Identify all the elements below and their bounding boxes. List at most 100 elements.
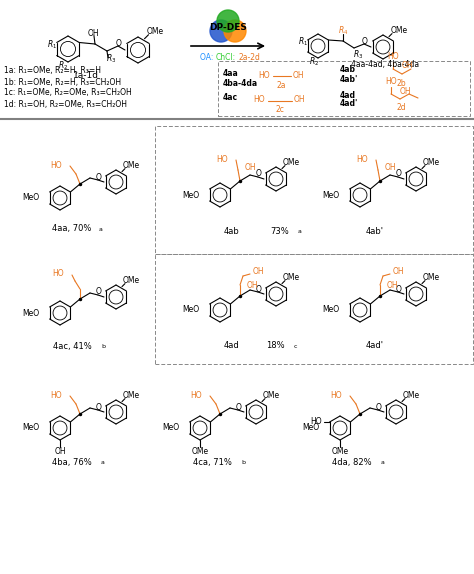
Text: MeO: MeO <box>322 305 339 315</box>
Text: O: O <box>396 285 402 293</box>
Text: a: a <box>298 229 302 234</box>
Circle shape <box>210 20 232 42</box>
Text: O: O <box>376 402 382 412</box>
Text: OH: OH <box>387 281 399 289</box>
Text: OH: OH <box>247 281 259 289</box>
Text: $R_1$: $R_1$ <box>298 36 308 48</box>
Text: OMe: OMe <box>283 273 300 282</box>
Text: OA:: OA: <box>200 53 216 63</box>
Text: $R_3$: $R_3$ <box>106 53 116 65</box>
Text: HO: HO <box>387 52 399 61</box>
Text: 73%: 73% <box>271 227 289 235</box>
Text: HO: HO <box>385 77 397 86</box>
Text: 2a: 2a <box>276 80 286 90</box>
Text: OMe: OMe <box>263 391 280 400</box>
Text: HO: HO <box>52 270 64 278</box>
Text: 4ad': 4ad' <box>340 99 358 108</box>
Text: HO: HO <box>356 154 368 164</box>
Text: 4ac: 4ac <box>223 94 238 103</box>
Text: a: a <box>101 460 105 465</box>
Text: OMe: OMe <box>391 26 408 35</box>
Text: 2b: 2b <box>396 79 406 87</box>
Circle shape <box>217 10 239 32</box>
Text: MeO: MeO <box>162 424 179 432</box>
Text: HO: HO <box>50 161 62 169</box>
Text: MeO: MeO <box>322 191 339 200</box>
FancyBboxPatch shape <box>218 61 470 116</box>
Text: 1a-1d: 1a-1d <box>73 71 99 80</box>
Text: OMe: OMe <box>402 391 419 400</box>
Text: OMe: OMe <box>191 447 209 456</box>
Text: MeO: MeO <box>182 191 199 200</box>
Text: OMe: OMe <box>331 447 348 456</box>
Text: b: b <box>101 344 105 349</box>
Text: O: O <box>256 169 262 179</box>
Text: a: a <box>381 460 385 465</box>
Text: 4ca, 71%: 4ca, 71% <box>192 457 231 467</box>
Text: 4ad: 4ad <box>340 91 356 99</box>
Text: MeO: MeO <box>22 424 39 432</box>
Text: OH: OH <box>87 29 99 37</box>
Text: HO: HO <box>254 95 265 104</box>
Text: 4ba, 76%: 4ba, 76% <box>52 457 92 467</box>
Text: $R_2$: $R_2$ <box>309 56 319 68</box>
Text: MeO: MeO <box>22 308 39 317</box>
Text: $R_2$: $R_2$ <box>58 60 68 72</box>
Text: 4aa, 70%: 4aa, 70% <box>52 224 91 234</box>
Text: OMe: OMe <box>122 161 139 170</box>
Text: 2d: 2d <box>396 103 406 113</box>
Text: O: O <box>96 288 102 297</box>
Text: MeO: MeO <box>182 305 199 315</box>
Text: 4ad': 4ad' <box>366 342 384 351</box>
Text: OH: OH <box>294 95 306 104</box>
Text: MeO: MeO <box>22 193 39 203</box>
Text: HO: HO <box>216 154 228 164</box>
Text: HO: HO <box>310 417 321 426</box>
Text: DP-DES: DP-DES <box>209 22 247 32</box>
Text: OH: OH <box>54 447 66 456</box>
Text: OMe: OMe <box>422 158 439 167</box>
Text: OH: OH <box>393 267 405 277</box>
Text: 1a: R₁=OMe, R₂=H, R₃=H: 1a: R₁=OMe, R₂=H, R₃=H <box>4 67 101 76</box>
Text: HO: HO <box>258 71 270 80</box>
Text: 1c: R₁=OMe, R₂=OMe, R₃=CH₂OH: 1c: R₁=OMe, R₂=OMe, R₃=CH₂OH <box>4 88 132 98</box>
Text: OH: OH <box>385 164 397 173</box>
Text: HO: HO <box>191 390 202 400</box>
Text: 4da, 82%: 4da, 82% <box>332 457 372 467</box>
Text: 4ab: 4ab <box>340 65 356 75</box>
Text: 4ab': 4ab' <box>340 75 358 83</box>
Text: c: c <box>293 344 297 349</box>
Text: 4ba-4da: 4ba-4da <box>223 79 258 87</box>
Text: HO: HO <box>330 390 342 400</box>
Text: 1b: R₁=OMe, R₂=H, R₃=CH₂OH: 1b: R₁=OMe, R₂=H, R₃=CH₂OH <box>4 77 121 87</box>
Text: O: O <box>96 402 102 412</box>
Text: O: O <box>256 285 262 293</box>
Text: 2a-2d: 2a-2d <box>239 53 261 63</box>
Text: O: O <box>116 40 122 48</box>
Text: MeO: MeO <box>302 424 319 432</box>
Text: HO: HO <box>50 390 62 400</box>
Text: 4ac, 41%: 4ac, 41% <box>53 342 91 351</box>
Text: O: O <box>396 169 402 179</box>
Text: 18%: 18% <box>266 342 284 351</box>
Text: OH: OH <box>293 71 305 80</box>
Text: a: a <box>99 227 103 232</box>
Text: 4aa: 4aa <box>223 68 239 77</box>
Text: OH: OH <box>253 267 264 277</box>
Text: 2c: 2c <box>275 106 284 114</box>
Text: OH: OH <box>402 61 414 71</box>
Text: OH: OH <box>400 87 411 95</box>
Text: OMe: OMe <box>122 276 139 285</box>
Circle shape <box>224 20 246 42</box>
Text: OMe: OMe <box>147 27 164 36</box>
Text: OMe: OMe <box>422 273 439 282</box>
Text: OMe: OMe <box>283 158 300 167</box>
Text: 4ab': 4ab' <box>366 227 384 235</box>
Text: $R_3$: $R_3$ <box>353 49 363 61</box>
Text: O: O <box>96 173 102 181</box>
Text: 4aa-4ad, 4ba-4da: 4aa-4ad, 4ba-4da <box>351 60 419 68</box>
Text: 4ab: 4ab <box>224 227 240 235</box>
Text: ChCl:: ChCl: <box>216 53 236 63</box>
Text: O: O <box>362 37 368 46</box>
Text: 4ad: 4ad <box>224 342 240 351</box>
